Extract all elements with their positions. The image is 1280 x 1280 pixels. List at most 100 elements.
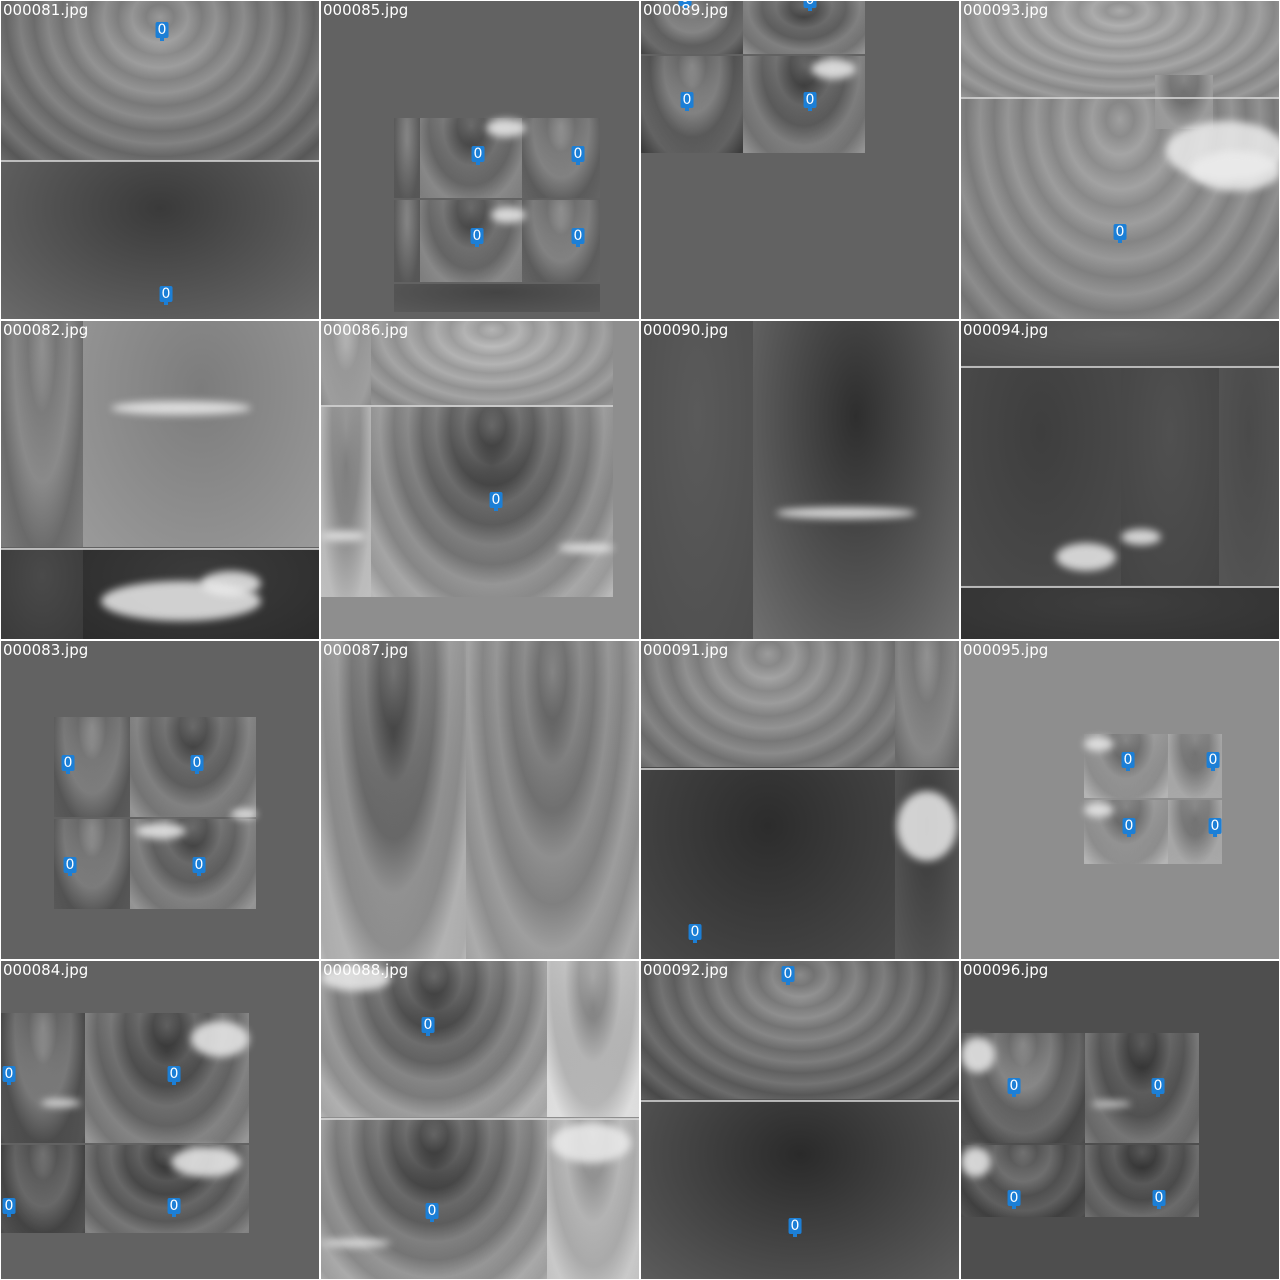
filename-label: 000085.jpg: [323, 1, 409, 19]
mosaic-tile: 0 0 0 0 000083.jpg: [1, 641, 319, 959]
filename-label: 000084.jpg: [3, 961, 89, 979]
image-region: [321, 641, 466, 959]
mosaic-tile: 0 0 000081.jpg: [1, 1, 319, 319]
cloud: [776, 507, 916, 519]
image-region: [753, 321, 959, 639]
image-region: [641, 769, 895, 959]
filename-label: 000082.jpg: [3, 321, 89, 339]
class-label: 0: [421, 1017, 435, 1033]
mosaic-tile: 000094.jpg: [961, 321, 1279, 639]
detection-point: [172, 1213, 176, 1217]
image-region: [641, 641, 895, 767]
detection-point: [1118, 239, 1122, 243]
class-label: 0: [1121, 752, 1135, 768]
image-region: [1085, 1145, 1199, 1217]
detection-point: [430, 1218, 434, 1222]
cloud: [321, 965, 391, 991]
mosaic-tile: 0 0 000092.jpg: [641, 961, 959, 1279]
detection-point: [197, 872, 201, 876]
class-label: 0: [2, 1198, 16, 1214]
cloud: [1121, 529, 1161, 545]
class-label: 0: [571, 146, 585, 162]
cloud: [321, 1239, 391, 1247]
filename-label: 000091.jpg: [643, 641, 729, 659]
image-region: [522, 118, 600, 198]
mosaic-tile: 0 000091.jpg: [641, 641, 959, 959]
mosaic-seam: [1, 160, 319, 162]
mosaic-tile: 000087.jpg: [321, 641, 639, 959]
filename-label: 000094.jpg: [963, 321, 1049, 339]
detection-point: [808, 107, 812, 111]
mosaic-tile: 0000000089.jpg: [641, 1, 959, 319]
detection-point: [7, 1081, 11, 1085]
detection-point: [576, 243, 580, 247]
class-label: 0: [471, 146, 485, 162]
cloud: [111, 401, 251, 415]
mosaic-tile: 0 000093.jpg: [961, 1, 1279, 319]
mosaic-seam: [321, 405, 613, 407]
detection-point: [1211, 767, 1215, 771]
detection-point: [66, 770, 70, 774]
class-label: 0: [155, 22, 169, 38]
cloud: [191, 1021, 249, 1057]
detection-point: [793, 1233, 797, 1237]
cloud: [551, 1123, 631, 1163]
detection-point: [693, 939, 697, 943]
cloud: [961, 1037, 995, 1073]
cloud: [486, 119, 526, 137]
image-region: [394, 200, 420, 282]
cloud: [1091, 1101, 1131, 1107]
image-region: [641, 321, 753, 639]
cloud: [321, 531, 366, 541]
mosaic-tile: 0 0 0 0 000096.jpg: [961, 961, 1279, 1279]
image-region: [1085, 1033, 1199, 1143]
class-label: 0: [781, 966, 795, 982]
detection-point: [576, 161, 580, 165]
mosaic-tile: 0 0 000088.jpg: [321, 961, 639, 1279]
image-region: [743, 1, 865, 54]
detection-point: [1213, 833, 1217, 837]
class-label: 0: [167, 1066, 181, 1082]
cloud: [1084, 737, 1114, 751]
class-label: 0: [803, 92, 817, 108]
mosaic-tile: 0 0 0 0 000084.jpg: [1, 961, 319, 1279]
image-region: [895, 641, 959, 767]
image-region: [961, 321, 1279, 365]
detection-point: [1127, 833, 1131, 837]
image-region: [1, 1145, 85, 1233]
class-label: 0: [1122, 818, 1136, 834]
mosaic-tile: 0 0 0 0 000085.jpg: [321, 1, 639, 319]
cloud: [1084, 803, 1114, 817]
image-region: [321, 321, 371, 405]
detection-point: [426, 1032, 430, 1036]
cloud: [171, 1147, 241, 1177]
detection-point: [808, 7, 812, 11]
detection-point: [786, 981, 790, 985]
mosaic-seam: [641, 768, 959, 770]
image-region: [321, 1119, 547, 1279]
cloud: [136, 823, 186, 839]
cloud: [41, 1099, 81, 1107]
class-label: 0: [1113, 224, 1127, 240]
cloud: [559, 543, 614, 553]
filename-label: 000095.jpg: [963, 641, 1049, 659]
cloud: [961, 1147, 991, 1177]
mosaic-seam: [961, 97, 1279, 99]
mosaic-seam: [961, 366, 1279, 368]
class-label: 0: [192, 857, 206, 873]
class-label: 0: [1007, 1190, 1021, 1206]
filename-label: 000092.jpg: [643, 961, 729, 979]
cloud: [1191, 151, 1279, 191]
class-label: 0: [1206, 752, 1220, 768]
mosaic-seam: [641, 1100, 959, 1102]
class-label: 0: [190, 755, 204, 771]
filename-label: 000089.jpg: [643, 1, 729, 19]
detection-point: [476, 161, 480, 165]
image-region: [1121, 367, 1219, 585]
cloud: [811, 59, 856, 79]
class-label: 0: [788, 1218, 802, 1234]
image-region: [394, 118, 420, 198]
detection-point: [1126, 767, 1130, 771]
class-label: 0: [167, 1198, 181, 1214]
detection-point: [160, 37, 164, 41]
